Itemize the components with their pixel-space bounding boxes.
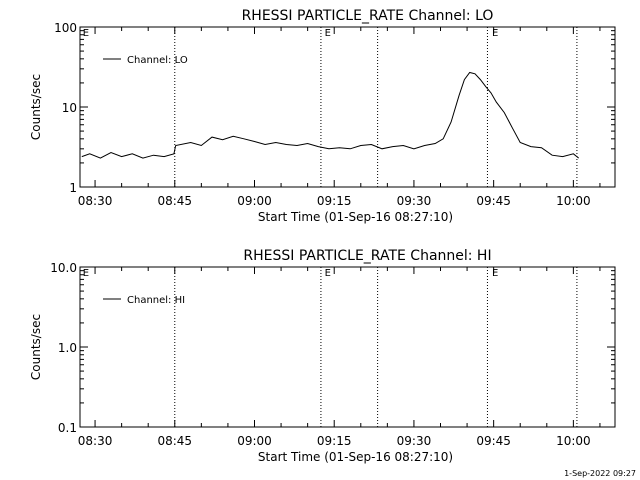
y-tick-label: 1.0 (58, 341, 77, 355)
x-tick-label: 08:30 (78, 434, 113, 448)
x-tick-label: 09:45 (476, 434, 511, 448)
x-axis-label: Start Time (01-Sep-16 08:27:10) (258, 210, 453, 224)
x-tick-label: 09:15 (317, 194, 352, 208)
x-tick-label: 10:00 (556, 194, 591, 208)
y-tick-label: 0.1 (58, 421, 77, 435)
event-marker: E (492, 28, 498, 39)
x-tick-label: 09:30 (397, 194, 432, 208)
x-tick-label: 08:45 (157, 434, 192, 448)
y-axis-label: Counts/sec (29, 74, 43, 140)
x-tick-label: 08:30 (78, 194, 113, 208)
chart-title: RHESSI PARTICLE_RATE Channel: LO (242, 8, 494, 24)
y-tick-label: 10 (62, 101, 77, 115)
event-marker: E (325, 28, 331, 39)
chart-title: RHESSI PARTICLE_RATE Channel: HI (243, 248, 491, 264)
event-marker: E (83, 268, 89, 279)
series-line (81, 71, 580, 159)
x-tick-label: 08:45 (157, 194, 192, 208)
x-axis-label: Start Time (01-Sep-16 08:27:10) (258, 450, 453, 464)
x-tick-label: 09:15 (317, 434, 352, 448)
x-tick-label: 09:45 (476, 194, 511, 208)
x-tick-label: 09:00 (237, 434, 272, 448)
y-tick-label: 100 (54, 21, 77, 35)
plot-frame (79, 26, 616, 188)
event-marker: E (83, 28, 89, 39)
x-tick-label: 09:30 (397, 434, 432, 448)
panel-lo: RHESSI PARTICLE_RATE Channel: LO Start Ti… (29, 8, 616, 224)
y-tick-label: 1 (69, 181, 77, 195)
legend-label: Channel: HI (127, 295, 185, 306)
panel-hi: RHESSI PARTICLE_RATE Channel: HI Start Ti… (29, 248, 616, 464)
plot-frame (79, 266, 616, 428)
y-axis-label: Counts/sec (29, 314, 43, 380)
x-tick-label: 10:00 (556, 434, 591, 448)
y-tick-label: 10.0 (50, 261, 77, 275)
footer-timestamp: 1-Sep-2022 09:27 (564, 469, 636, 478)
x-tick-label: 09:00 (237, 194, 272, 208)
event-marker: E (325, 268, 331, 279)
legend-label: Channel: LO (127, 55, 188, 66)
event-marker: E (492, 268, 498, 279)
